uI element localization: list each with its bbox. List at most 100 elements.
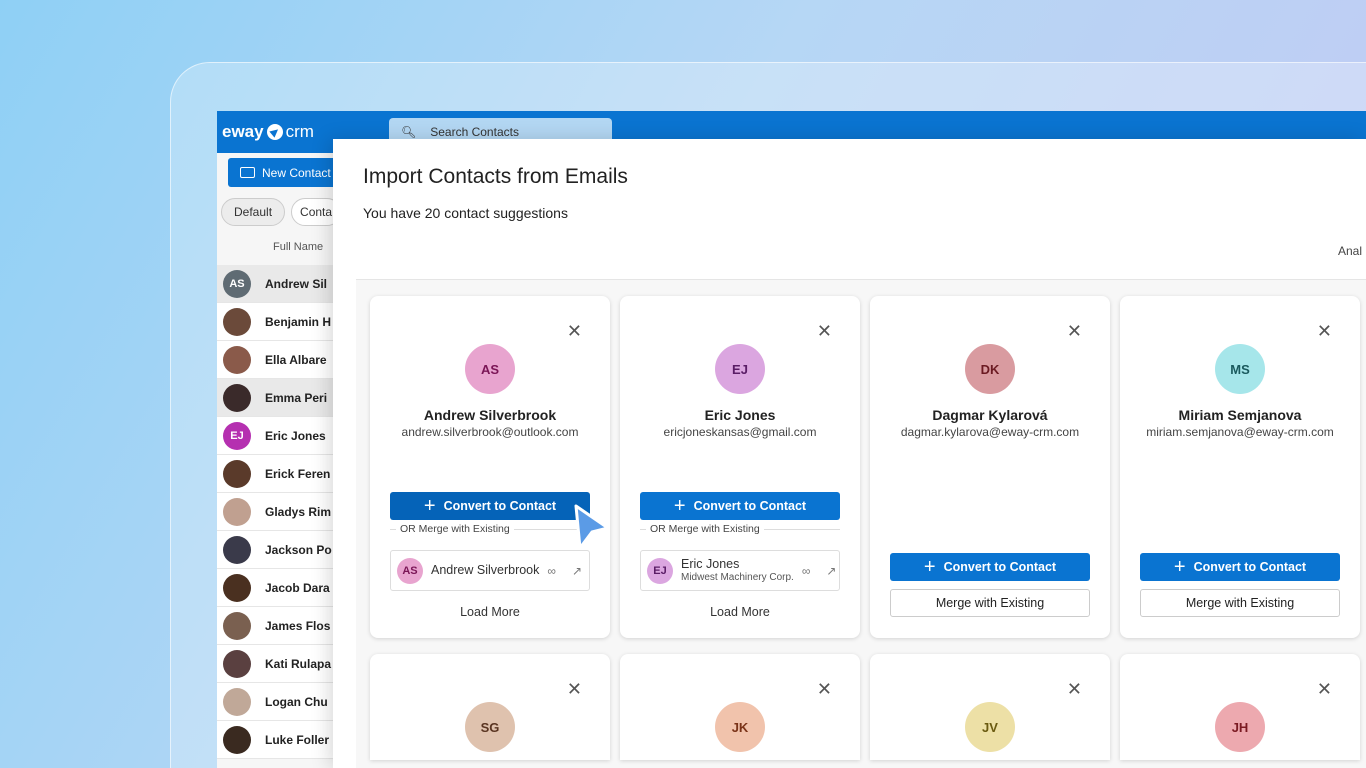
existing-avatar: AS (397, 557, 423, 584)
or-merge-divider: OR Merge with Existing (390, 523, 590, 535)
existing-name: Andrew Silverbrook (431, 562, 540, 577)
suggestion-avatar: SG (465, 702, 515, 752)
logo-text: eway (222, 122, 264, 141)
contact-name: Eric Jones (265, 428, 326, 443)
suggestion-card: ✕ JH (1120, 654, 1360, 760)
suggestion-email: miriam.semjanova@eway-crm.com (1146, 425, 1334, 439)
dismiss-close-icon[interactable]: ✕ (1066, 679, 1082, 699)
avatar (223, 725, 251, 754)
dismiss-close-icon[interactable]: ✕ (1066, 321, 1082, 341)
suggestion-card: ✕ AS Andrew Silverbrook andrew.silverbroo… (370, 296, 610, 638)
contact-name: Andrew Sil (265, 276, 328, 291)
plus-icon: + (1173, 556, 1186, 578)
import-contacts-dialog: Import Contacts from Emails You have 20 … (333, 139, 1366, 768)
contact-list-item[interactable]: Jacob Dara (217, 569, 333, 607)
filter-contacts[interactable]: Conta (291, 198, 342, 226)
suggestion-avatar: MS (1215, 344, 1265, 394)
suggestion-card: ✕ JK (620, 654, 860, 760)
suggestion-avatar: JH (1215, 702, 1265, 752)
existing-avatar: EJ (647, 557, 673, 584)
convert-to-contact-button[interactable]: + Convert to Contact (1140, 553, 1340, 581)
suggestion-name: Miriam Semjanova (1178, 407, 1302, 423)
contact-list-item[interactable]: EJ Eric Jones (217, 417, 333, 455)
contact-name: Emma Peri (265, 390, 328, 405)
contact-list-item[interactable]: Erick Feren (217, 455, 333, 493)
column-header-full-name[interactable]: Full Name (273, 241, 324, 253)
contact-name: Logan Chu (265, 694, 328, 709)
contact-list-item[interactable]: Kati Rulapa (217, 645, 333, 683)
mouse-pointer-icon (574, 504, 610, 550)
contact-list-item[interactable]: Jackson Po (217, 531, 333, 569)
or-merge-label: OR Merge with Existing (396, 523, 514, 535)
convert-to-contact-button[interactable]: + Convert to Contact (390, 492, 590, 520)
dialog-title: Import Contacts from Emails (363, 165, 628, 188)
suggestion-avatar: EJ (715, 344, 765, 394)
load-more-button[interactable]: Load More (710, 605, 770, 619)
suggestion-avatar: JK (715, 702, 765, 752)
suggestion-email: ericjoneskansas@gmail.com (663, 425, 817, 439)
contact-name: Jacob Dara (265, 580, 330, 595)
avatar (223, 611, 251, 640)
analyze-link[interactable]: Anal (1338, 244, 1363, 258)
load-more-button[interactable]: Load More (460, 605, 520, 619)
link-icon[interactable]: ∞ (801, 563, 811, 578)
convert-to-contact-button[interactable]: + Convert to Contact (890, 553, 1090, 581)
button-label: Convert to Contact (1193, 560, 1307, 574)
contact-list-item[interactable]: Ella Albare (217, 341, 333, 379)
contact-card-icon (240, 167, 255, 178)
dismiss-close-icon[interactable]: ✕ (816, 321, 832, 341)
convert-to-contact-button[interactable]: + Convert to Contact (640, 492, 840, 520)
plus-icon: + (923, 556, 936, 578)
merge-with-existing-button[interactable]: Merge with Existing (890, 589, 1090, 617)
suggestion-name: Eric Jones (704, 407, 776, 423)
merge-with-existing-button[interactable]: Merge with Existing (1140, 589, 1340, 617)
contact-list-item[interactable]: AS Andrew Sil (217, 265, 333, 303)
open-external-icon[interactable]: ↗ (826, 563, 837, 578)
existing-contact-match[interactable]: EJ Eric Jones Midwest Machinery Corp. ∞ ↗ (640, 550, 840, 591)
new-contact-button[interactable]: New Contact (228, 158, 346, 187)
contact-list-item[interactable]: Gladys Rim (217, 493, 333, 531)
avatar (223, 649, 251, 678)
contact-list: AS Andrew Sil Benjamin H Ella Albare Emma Pe… (217, 265, 333, 759)
dismiss-close-icon[interactable]: ✕ (816, 679, 832, 699)
contacts-sidebar: New Contact Default Conta Full Name AS An… (217, 153, 347, 768)
suggestion-name: Andrew Silverbrook (423, 407, 557, 423)
eway-crm-logo: eway crm (222, 122, 314, 142)
suggestions-grid: ✕ AS Andrew Silverbrook andrew.silverbroo… (356, 279, 1366, 768)
contact-name: Ella Albare (265, 352, 327, 367)
or-merge-label: OR Merge with Existing (646, 523, 764, 535)
dismiss-close-icon[interactable]: ✕ (566, 679, 582, 699)
suggestion-avatar: AS (465, 344, 515, 394)
suggestion-avatar: DK (965, 344, 1015, 394)
contact-name: James Flos (265, 618, 331, 633)
search-placeholder: Search Contacts (430, 125, 519, 139)
link-icon[interactable]: ∞ (547, 563, 556, 578)
avatar (223, 345, 251, 374)
contact-list-item[interactable]: Luke Foller (217, 721, 333, 759)
avatar (223, 459, 251, 488)
or-merge-divider: OR Merge with Existing (640, 523, 840, 535)
avatar (223, 573, 251, 602)
dismiss-close-icon[interactable]: ✕ (1316, 679, 1332, 699)
existing-name: Eric Jones (681, 557, 740, 572)
avatar (223, 383, 251, 412)
contact-list-item[interactable]: Logan Chu (217, 683, 333, 721)
open-external-icon[interactable]: ↗ (571, 563, 583, 578)
dismiss-close-icon[interactable]: ✕ (1316, 321, 1332, 341)
dialog-subtitle: You have 20 contact suggestions (363, 205, 568, 221)
suggestion-avatar: JV (965, 702, 1015, 752)
contact-list-item[interactable]: Benjamin H (217, 303, 333, 341)
plus-icon: + (423, 495, 436, 517)
suggestion-email: dagmar.kylarova@eway-crm.com (900, 425, 1080, 439)
filter-default[interactable]: Default (221, 198, 286, 226)
contact-list-item[interactable]: James Flos (217, 607, 333, 645)
button-label: Convert to Contact (693, 499, 807, 513)
dismiss-close-icon[interactable]: ✕ (566, 321, 582, 341)
suggestion-card: ✕ JV (870, 654, 1110, 760)
avatar: EJ (223, 421, 251, 450)
contact-list-item[interactable]: Emma Peri (217, 379, 333, 417)
suggestion-card: ✕ DK Dagmar Kylarová dagmar.kylarova@eway… (870, 296, 1110, 638)
button-label: Convert to Contact (943, 560, 1057, 574)
suggestion-card: ✕ SG (370, 654, 610, 760)
existing-contact-match[interactable]: AS Andrew Silverbrook ∞ ↗ (390, 550, 590, 591)
